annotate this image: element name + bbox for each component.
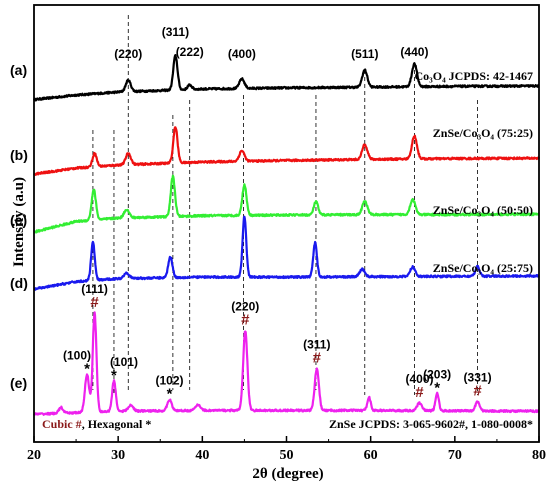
peak-label: (511) (351, 47, 378, 61)
peak-label: (400) (405, 372, 433, 386)
x-tick-label: 30 (111, 448, 125, 463)
peak-label: (222) (176, 45, 204, 59)
peak-label: (440) (400, 45, 428, 59)
peak-label: (220) (114, 47, 142, 61)
peak-label: (111) (81, 282, 108, 296)
hexagonal-marker: * (84, 360, 90, 377)
trace-letter: (a) (10, 62, 27, 78)
x-tick-label: 20 (27, 448, 41, 463)
series-line (33, 126, 541, 176)
series-group (32, 54, 541, 416)
peak-label: (101) (110, 355, 138, 369)
cubic-marker: # (473, 382, 482, 399)
annotations: (a) Co₃O₄ JCPDS: 42-1467 (b) ZnSe/Co₃O₄ (75… (10, 25, 533, 431)
hexagonal-marker: * (111, 367, 117, 384)
trace-letter: (b) (10, 147, 28, 163)
x-axis-title: 2θ (degree) (252, 466, 323, 482)
series-label: Co₃O₄ JCPDS: 42-1467 (414, 69, 533, 83)
peak-label: (311) (162, 25, 189, 39)
series-line (33, 311, 540, 416)
legend-cubic: Cubic # (42, 417, 82, 431)
peak-label: (100) (63, 348, 91, 362)
series-label: ZnSe/Co₃O₄ (75:25) (433, 126, 533, 140)
trace-letter: (c) (10, 212, 27, 228)
series-line (33, 174, 540, 234)
legend-hexagonal: , Hexagonal * (82, 417, 152, 431)
series-label: ZnSe/Co₃O₄ (50:50) (433, 203, 533, 217)
cubic-marker: # (241, 312, 250, 329)
reference-lines (92, 15, 478, 395)
peak-label: (311) (303, 338, 330, 352)
series-line (33, 215, 540, 291)
x-tick-label: 70 (448, 448, 462, 463)
cubic-marker: # (313, 350, 322, 367)
hexagonal-marker: * (167, 385, 173, 402)
x-tick-label: 60 (364, 448, 378, 463)
x-tick-label: 40 (195, 448, 209, 463)
cubic-marker: # (415, 384, 424, 401)
peak-label: (203) (423, 368, 451, 382)
trace-letter: (d) (10, 275, 28, 291)
hexagonal-marker: * (434, 380, 440, 397)
trace-letter: (e) (10, 375, 27, 391)
peak-label: (331) (464, 370, 492, 384)
legend-note: Cubic #, Hexagonal * (42, 417, 151, 431)
y-axis-title: Intensity (a.u) (11, 177, 27, 267)
x-tick-label: 50 (280, 448, 294, 463)
series-label: ZnSe JCPDS: 3-065-9602#, 1-080-0008* (329, 417, 533, 431)
series-label: ZnSe/Co₃O₄ (25:75) (433, 261, 533, 275)
peak-label: (220) (231, 300, 259, 314)
peak-label: (102) (156, 373, 184, 387)
series-line (32, 54, 540, 102)
cubic-marker: # (90, 294, 99, 311)
peak-label: (400) (228, 47, 256, 61)
x-axis: 20 30 40 50 60 70 80 (27, 436, 546, 463)
x-tick-label: 80 (532, 448, 546, 463)
